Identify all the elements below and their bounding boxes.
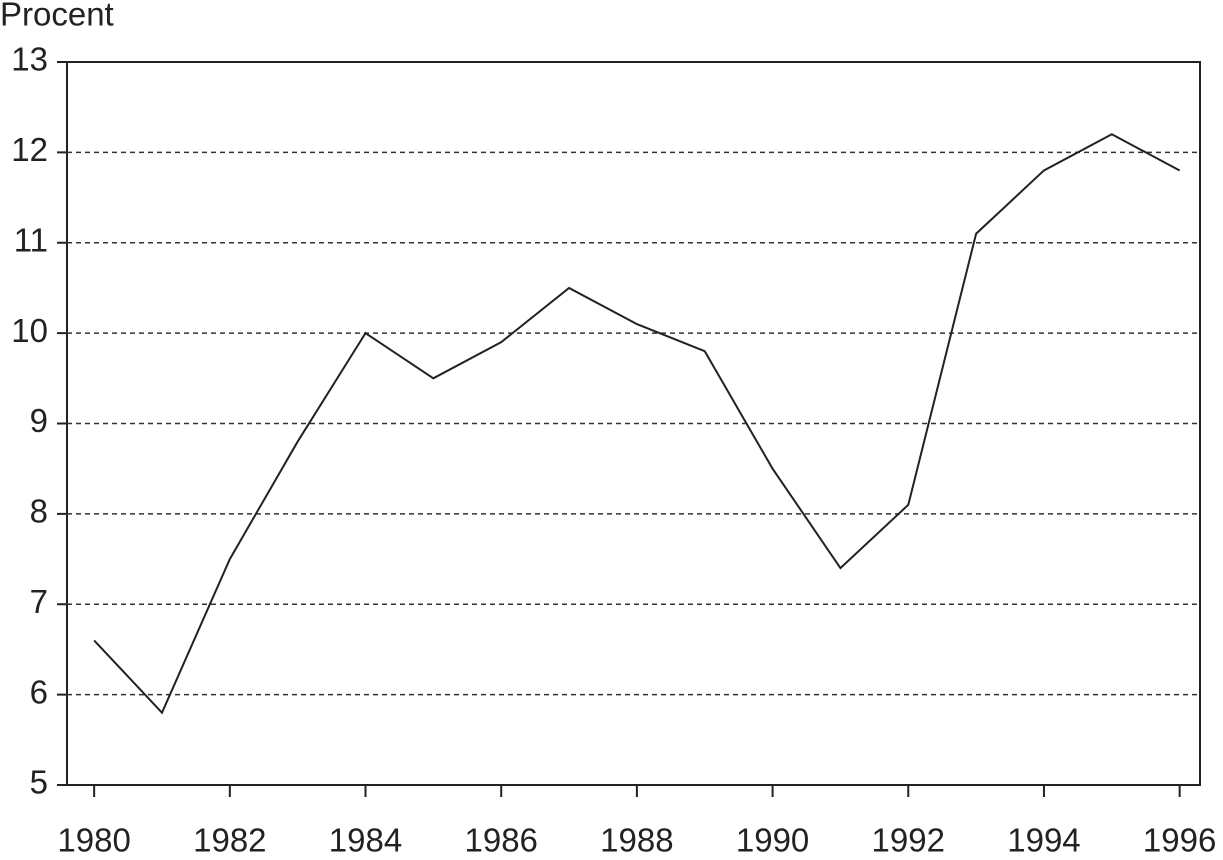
x-tick-label: 1994 [1007,822,1080,859]
line [93,133,1181,715]
y-tick-label: 5 [30,764,48,801]
y-tick-label: 12 [11,131,48,168]
y-tick-label: 10 [11,312,48,349]
x-tick-label: 1992 [872,822,945,859]
y-tick-label: 8 [30,493,48,530]
x-tick-label: 1982 [193,822,266,859]
x-tick-label: 1986 [464,822,537,859]
y-tick-label: 6 [30,673,48,710]
x-tick-label: 1990 [736,822,809,859]
y-tick-label: 7 [30,583,48,620]
y-axis-label: Procent [0,0,114,33]
x-tick-label: 1988 [600,822,673,859]
y-tick-label: 11 [14,221,48,258]
x-tick-label: 1980 [57,822,130,859]
y-tick-label: 9 [30,402,48,439]
y-tick-label: 13 [11,41,48,78]
x-tick-label: 1996 [1143,822,1216,859]
x-tick-label: 1984 [329,822,402,859]
